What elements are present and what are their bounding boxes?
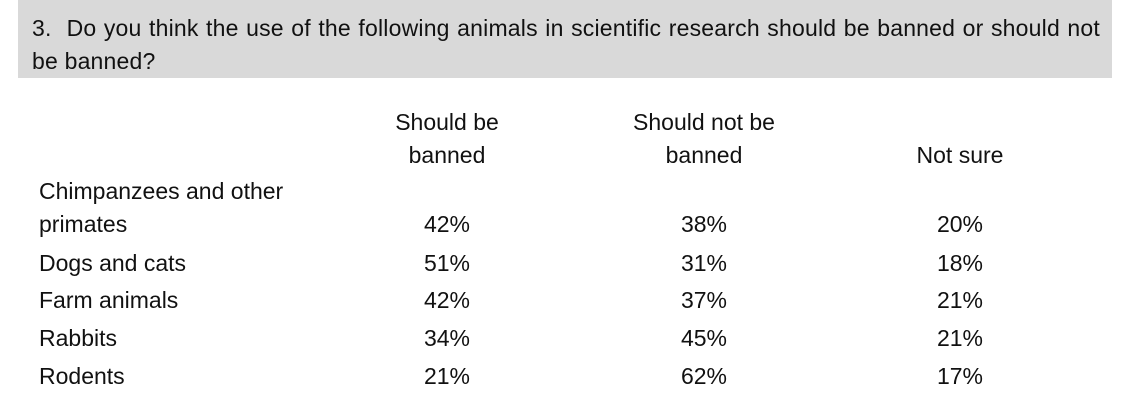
cell-value: 34% [423, 325, 471, 351]
question-box: 3. Do you think the use of the following… [18, 0, 1112, 78]
cell-value: 17% [936, 363, 984, 389]
column-header: Should be banned [395, 109, 499, 168]
cell-value: 37% [680, 287, 728, 313]
row-label: Rabbits [39, 325, 117, 351]
cell-value: 62% [680, 363, 728, 389]
cell-value: 18% [936, 250, 984, 276]
column-header: Should not be banned [633, 109, 775, 168]
row-label: Farm animals [39, 287, 179, 313]
cell-value: 42% [423, 287, 471, 313]
cell-value: 51% [423, 250, 471, 276]
cell-value: 45% [680, 325, 728, 351]
cell-value: 20% [936, 211, 984, 237]
row-label: Chimpanzees and other primates [39, 178, 284, 237]
cell-value: 42% [423, 211, 471, 237]
question-text: Do you think the use of the following an… [32, 15, 1100, 74]
cell-value: 21% [936, 287, 984, 313]
row-label: Dogs and cats [39, 250, 187, 276]
cell-value: 21% [936, 325, 984, 351]
cell-value: 31% [680, 250, 728, 276]
row-label: Rodents [39, 363, 125, 389]
cell-value: 38% [680, 211, 728, 237]
cell-value: 21% [423, 363, 471, 389]
question-number: 3. [32, 15, 52, 41]
column-header: Not sure [916, 142, 1004, 168]
